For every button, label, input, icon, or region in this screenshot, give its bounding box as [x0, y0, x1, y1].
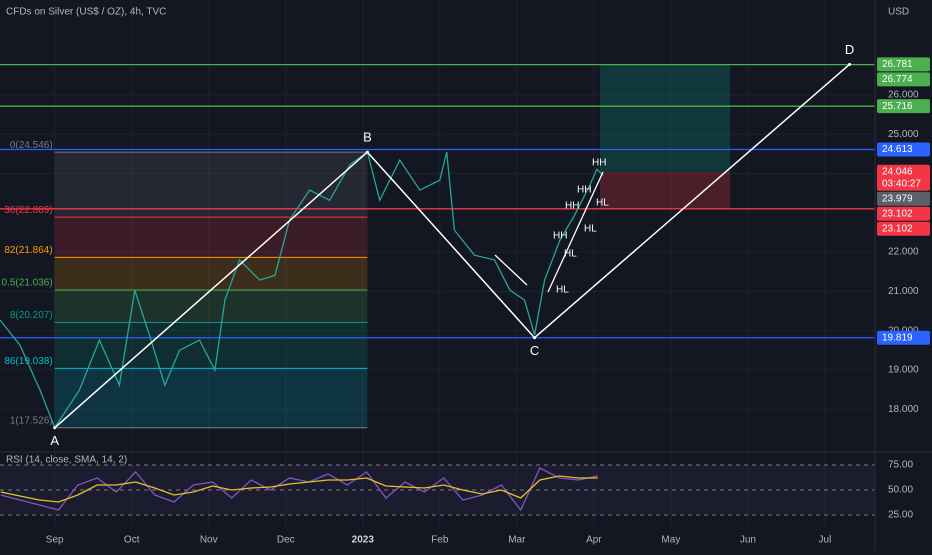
annotation: HL: [584, 224, 597, 235]
fib-label: 82(21.864): [4, 245, 52, 256]
annotation: HH: [592, 158, 606, 169]
y-tick-label: 18.000: [888, 404, 919, 415]
x-tick-label: 2023: [352, 535, 375, 546]
price-tag-label: 26.774: [882, 74, 913, 85]
series-line: [0, 467, 598, 512]
rsi-tick-label: 50.00: [888, 485, 913, 496]
wave-point: [53, 426, 57, 430]
annotation: HH: [565, 201, 579, 212]
price-tag-label: 24.046: [882, 166, 913, 177]
fib-band: [54, 217, 368, 258]
rsi-title: RSI (14, close, SMA, 14, 2): [6, 455, 127, 466]
fib-label: 1(17.526): [10, 415, 53, 426]
x-tick-label: Dec: [277, 535, 295, 546]
price-tag-label: 19.819: [882, 332, 913, 343]
x-tick-label: Feb: [431, 535, 449, 546]
fib-label: 8(20.207): [10, 310, 53, 321]
wave-label: D: [845, 42, 854, 57]
fib-label: 0.5(21.036): [2, 278, 53, 289]
x-tick-label: Sep: [46, 535, 64, 546]
wave-path: [54, 63, 851, 429]
wave-point: [848, 62, 852, 66]
x-tick-label: Mar: [508, 535, 526, 546]
annotation: HH: [577, 185, 591, 196]
fib-band: [54, 152, 368, 218]
currency: USD: [888, 7, 909, 18]
wave-label: C: [530, 343, 539, 358]
price-tag: [877, 330, 930, 345]
price-tag: [877, 99, 930, 114]
target-zone: [600, 64, 731, 172]
x-tick-label: Apr: [586, 535, 602, 546]
price-tag-label: 24.613: [882, 144, 913, 155]
annotation: HL: [564, 249, 577, 260]
x-tick-label: Oct: [124, 535, 140, 546]
fib-label: 36(22.889): [4, 205, 52, 216]
fib-band: [54, 322, 368, 369]
stop-zone: [600, 171, 731, 209]
fib-band: [54, 289, 368, 323]
x-tick-label: May: [661, 535, 680, 546]
x-tick-label: Jul: [819, 535, 832, 546]
annotation: HH: [553, 231, 567, 242]
wave-label: A: [50, 433, 59, 448]
y-tick-label: 22.000: [888, 247, 919, 258]
series-line: [0, 150, 604, 430]
price-tag-timer: 03:40:27: [882, 178, 921, 189]
fib-band: [54, 368, 368, 428]
price-tag: [877, 142, 930, 157]
annotation: HL: [596, 198, 609, 209]
y-tick-label: 25.000: [888, 129, 919, 140]
price-tag: [877, 206, 930, 221]
x-tick-label: Nov: [200, 535, 218, 546]
price-tag-label: 23.979: [882, 193, 913, 204]
wave-label: B: [363, 130, 372, 145]
price-tag: [877, 57, 930, 72]
price-tag: [877, 221, 930, 236]
y-tick-label: 19.000: [888, 365, 919, 376]
y-tick-label: 26.000: [888, 90, 919, 101]
fib-label: 86(19.038): [4, 356, 52, 367]
pattern-lines: [494, 171, 604, 293]
y-tick-label: 21.000: [888, 286, 919, 297]
rsi-tick-label: 75.00: [888, 460, 913, 471]
x-tick-label: Jun: [740, 535, 756, 546]
wave-point: [365, 150, 369, 154]
price-tag-label: 23.102: [882, 208, 913, 219]
price-tag: [877, 72, 930, 87]
annotation: HL: [556, 285, 569, 296]
annotation-group: HH HH HH HH HL HL HL HL: [553, 158, 609, 296]
price-tag-label: 25.716: [882, 101, 913, 112]
fib-label: 0(24.546): [10, 140, 53, 151]
price-tag-label: 23.102: [882, 223, 913, 234]
price-tag-label: 26.781: [882, 59, 913, 70]
rsi-tick-label: 25.00: [888, 510, 913, 521]
series-line: [0, 475, 598, 503]
fib-band: [54, 257, 368, 290]
price-tag: [877, 164, 930, 191]
price-tag: [877, 191, 930, 206]
chart-title: CFDs on Silver (US$ / OZ), 4h, TVC: [6, 7, 166, 18]
wave-point: [533, 336, 537, 340]
